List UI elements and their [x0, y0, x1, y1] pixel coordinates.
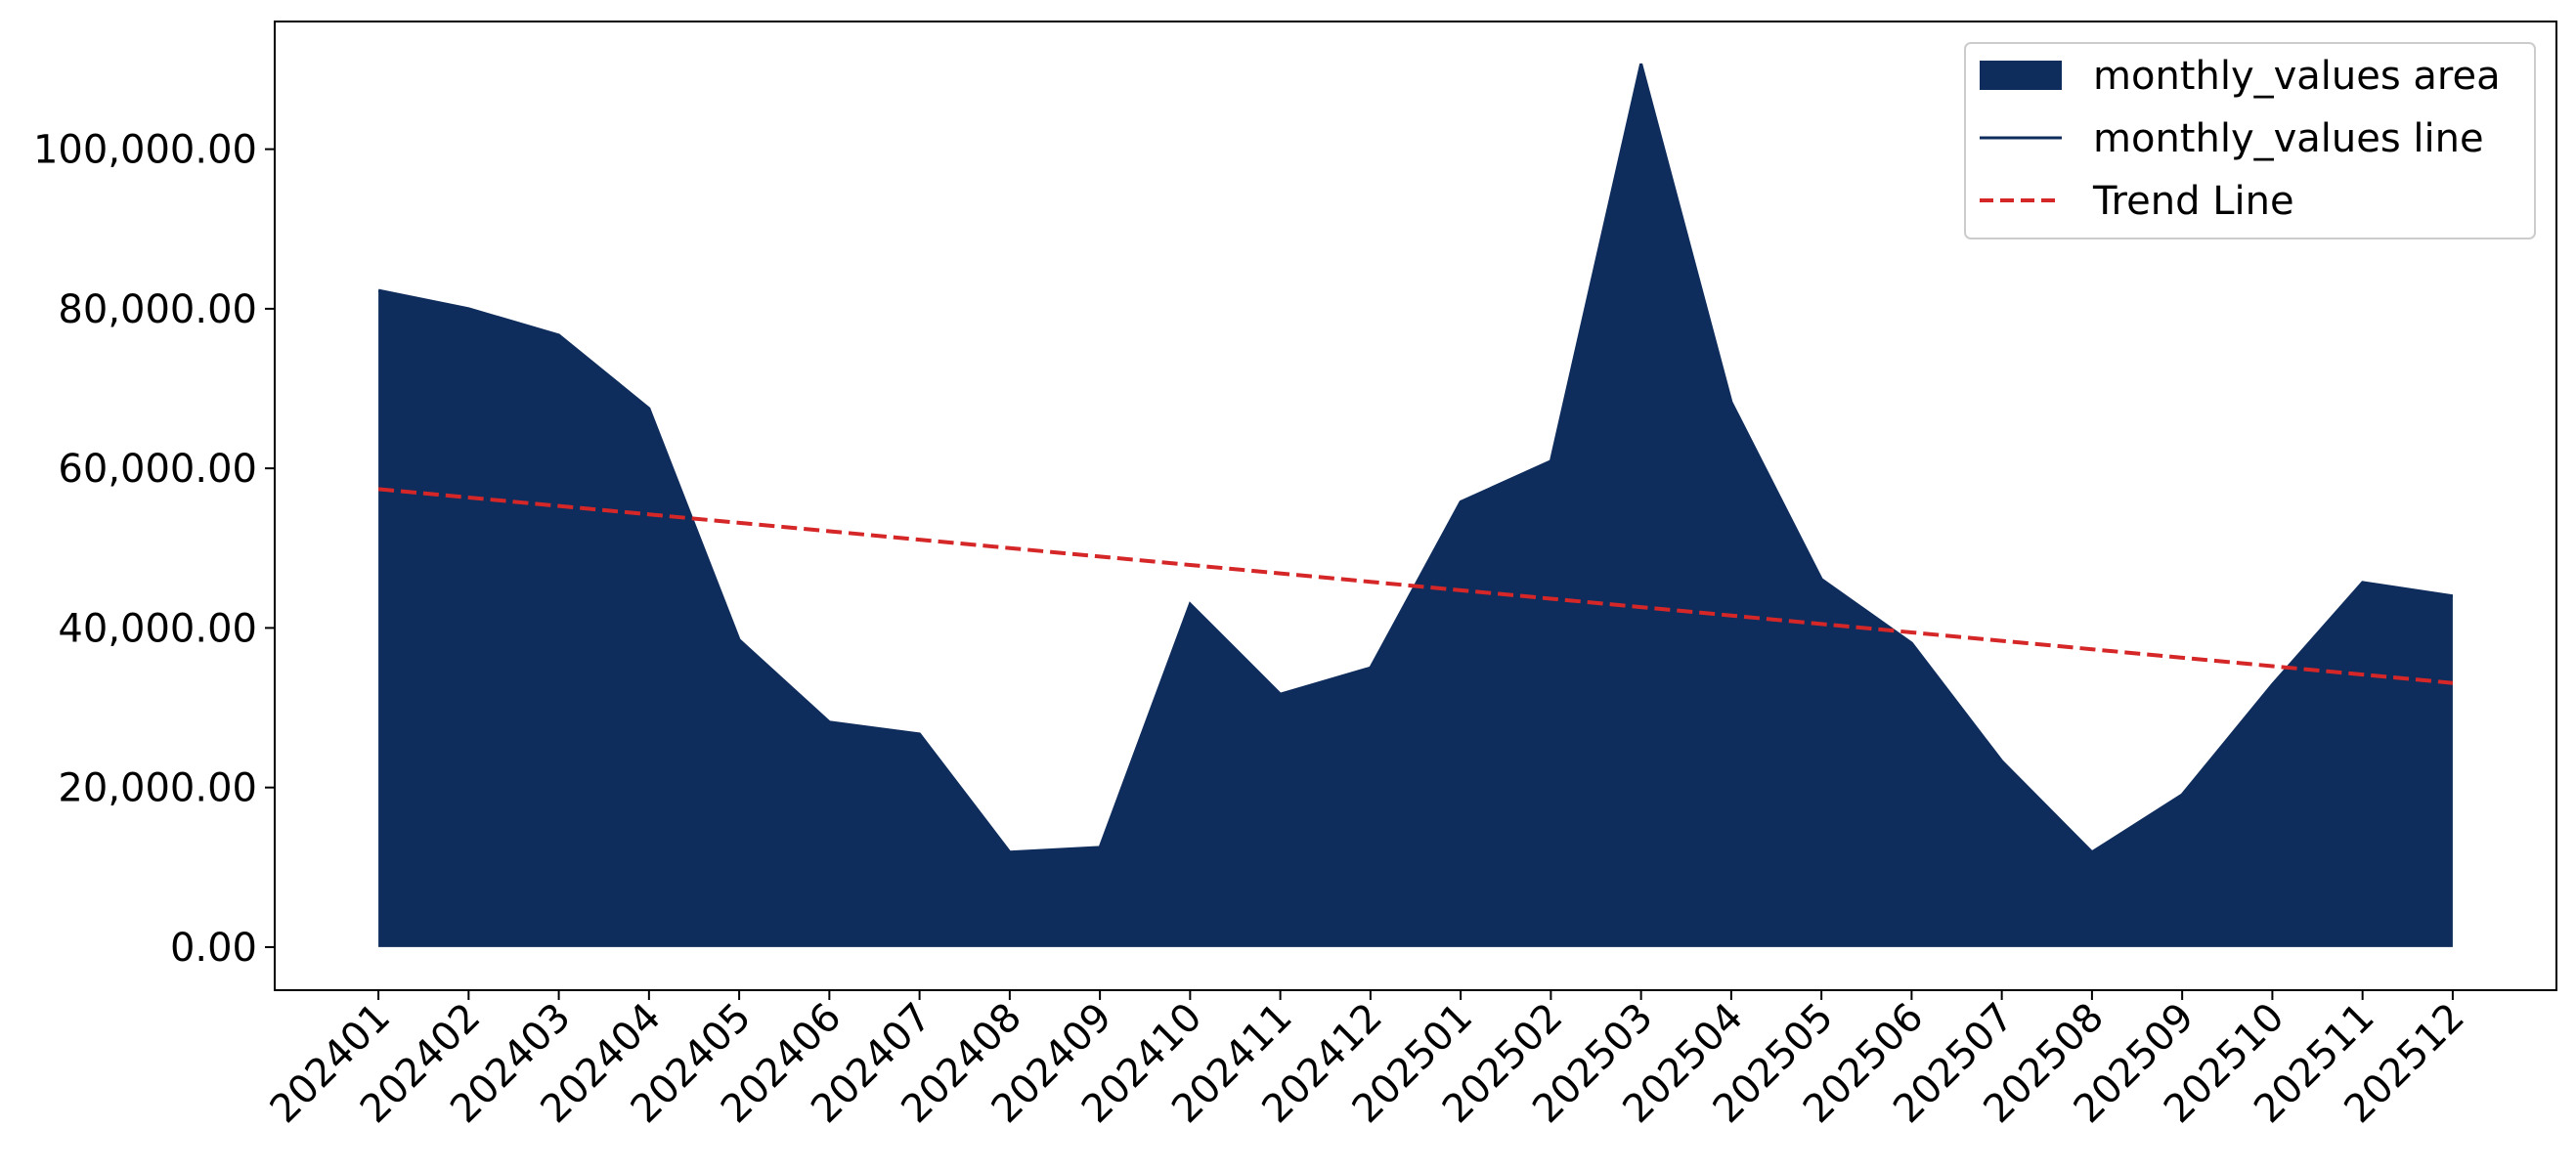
legend-label: monthly_values area — [2093, 54, 2501, 99]
y-tick-label: 40,000.00 — [58, 606, 257, 651]
y-tick-label: 20,000.00 — [58, 766, 257, 811]
legend-box — [1964, 42, 2536, 239]
legend-swatch — [1980, 61, 2062, 90]
area — [378, 64, 2453, 947]
legend-label: monthly_values line — [2093, 116, 2484, 161]
plot-frame — [274, 21, 2557, 991]
y-tick-label: 0.00 — [170, 926, 257, 971]
y-tick-label: 100,000.00 — [33, 128, 257, 173]
trend-line — [377, 487, 2454, 685]
y-tick-label: 80,000.00 — [58, 287, 257, 332]
y-tick-label: 60,000.00 — [58, 447, 257, 492]
legend-label: Trend Line — [2092, 179, 2294, 224]
